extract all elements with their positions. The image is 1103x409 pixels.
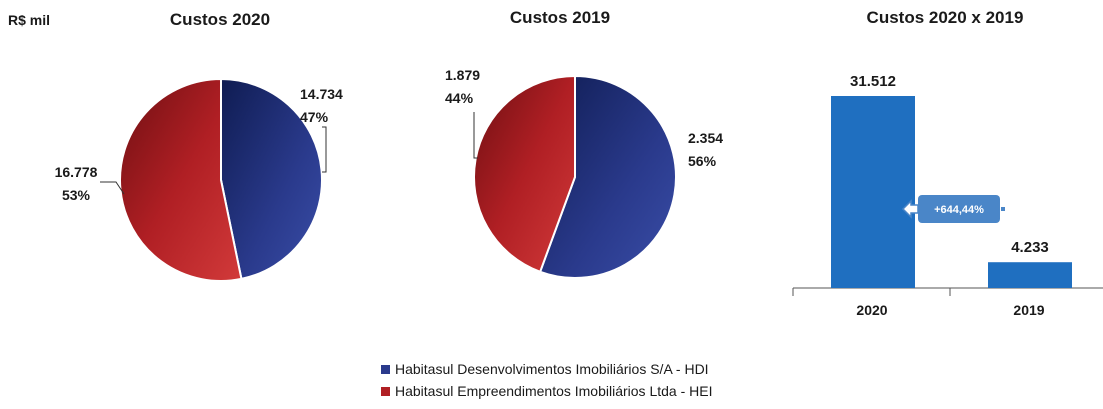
- bar-2020: [831, 96, 915, 288]
- pie-1-value-label-hdi: 2.354: [688, 130, 723, 146]
- bar-annotation-arrow-icon: [901, 199, 919, 219]
- legend-label-hdi: Habitasul Desenvolvimentos Imobiliários …: [395, 361, 709, 377]
- legend-item-hdi: Habitasul Desenvolvimentos Imobiliários …: [381, 358, 712, 380]
- legend-label-hei: Habitasul Empreendimentos Imobiliários L…: [395, 383, 713, 399]
- pie-0-leader-hdi: [322, 126, 327, 173]
- chart-title-costs-2019: Custos 2019: [509, 8, 611, 27]
- bar-annotation-label: +644,44%: [934, 204, 984, 216]
- bar-category-label-2020: 2020: [856, 302, 887, 318]
- bar-value-label-2019: 4.233: [1011, 239, 1049, 256]
- bar-2019: [988, 262, 1072, 288]
- legend: Habitasul Desenvolvimentos Imobiliários …: [381, 358, 712, 402]
- legend-swatch-hei: [381, 386, 390, 396]
- pie-0-slice-hdi: [220, 77, 323, 281]
- unit-label: R$ mil: [8, 12, 51, 28]
- pie-1-slice-hdi: [538, 74, 677, 279]
- pie-1-leader-hei: [473, 112, 478, 159]
- pie-0-pct-label-hei: 53%: [62, 187, 91, 203]
- pie-1-value-label-hei: 1.879: [445, 67, 480, 83]
- chart-title-costs-comparison: Custos 2020 x 2019: [866, 8, 1024, 27]
- pie-0-value-label-hdi: 14.734: [300, 86, 343, 102]
- bar-value-label-2020: 31.512: [850, 73, 896, 90]
- bar-category-label-2019: 2019: [1013, 302, 1044, 318]
- pie-1-pct-label-hdi: 56%: [688, 153, 717, 169]
- bar-annotation-dot: [1001, 207, 1005, 211]
- bar-annotation-box: [918, 195, 1000, 223]
- pie-0-pct-label-hdi: 47%: [300, 109, 329, 125]
- pie-0-slice-hei: [119, 77, 243, 282]
- pie-0-leader-hei: [100, 181, 125, 195]
- pie-1-pct-label-hei: 44%: [445, 90, 474, 106]
- legend-swatch-hdi: [381, 364, 390, 374]
- pie-0-value-label-hei: 16.778: [55, 164, 98, 180]
- pie-1-slice-hei: [473, 74, 576, 274]
- legend-item-hei: Habitasul Empreendimentos Imobiliários L…: [381, 380, 712, 402]
- chart-title-costs-2020: Custos 2020: [169, 10, 271, 29]
